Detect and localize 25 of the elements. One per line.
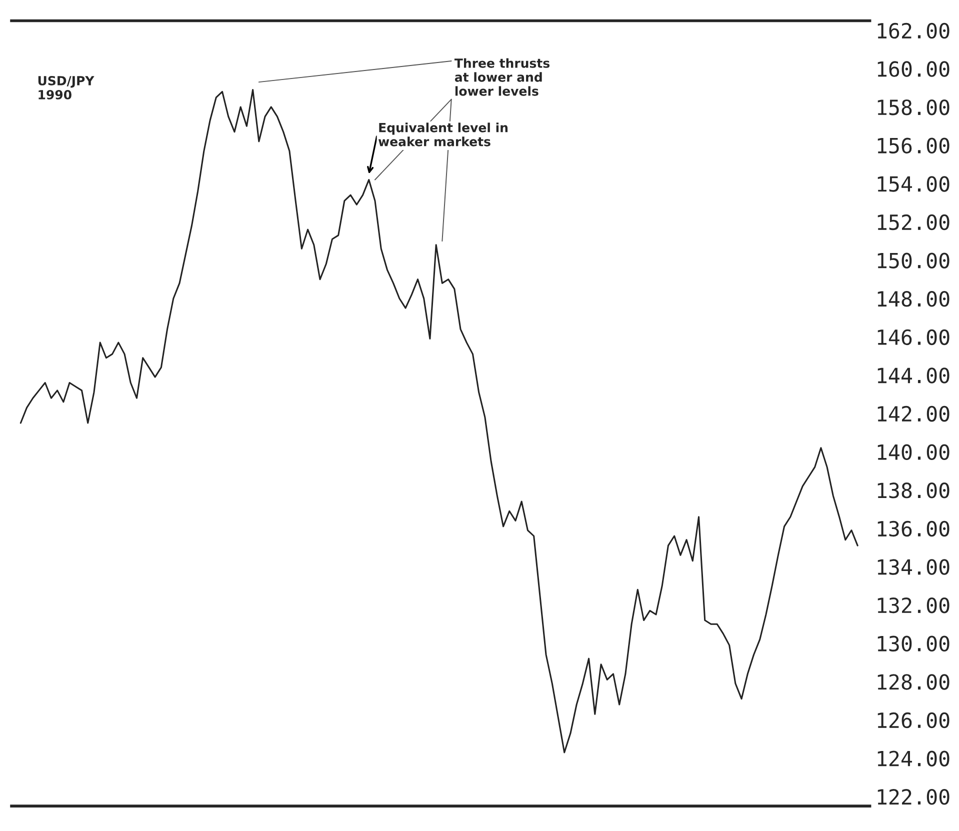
y-tick-label: 152.00 [878, 214, 950, 230]
y-tick-label: 132.00 [878, 597, 950, 614]
y-tick-label: 128.00 [878, 674, 950, 690]
y-tick-label: 156.00 [878, 138, 950, 154]
y-tick-label: 136.00 [878, 520, 950, 537]
y-tick-label: 144.00 [878, 368, 950, 384]
text: 1990 [38, 90, 72, 100]
y-tick-label: 126.00 [878, 712, 950, 728]
y-tick-label: 154.00 [878, 176, 950, 192]
y-tick-label: 140.00 [878, 444, 950, 460]
y-tick-label: 160.00 [878, 61, 950, 77]
annotation: Three thrusts at lower and lower levels [454, 58, 550, 96]
y-tick-label: 130.00 [878, 636, 950, 652]
y-tick-label: 146.00 [878, 329, 950, 346]
annotation: Equivalent level in weaker markets [378, 122, 508, 146]
y-tick-label: 124.00 [878, 750, 950, 766]
y-tick-label: 162.00 [878, 22, 950, 39]
y-tick-label: 122.00 [878, 789, 950, 805]
text: USD/JPY [38, 76, 94, 88]
y-tick-label: 148.00 [878, 291, 950, 307]
y-tick-label: 150.00 [878, 252, 950, 268]
y-tick-label: 138.00 [878, 482, 950, 498]
y-tick-label: 142.00 [878, 406, 950, 422]
y-tick-label: 158.00 [878, 99, 950, 116]
y-tick-label: 134.00 [878, 559, 950, 575]
